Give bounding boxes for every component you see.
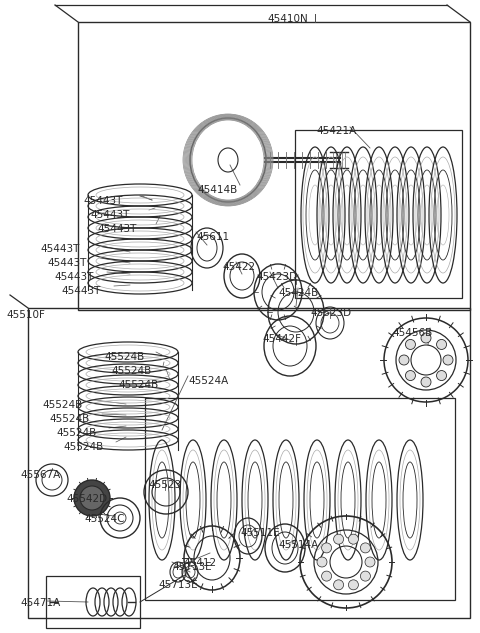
Text: 45443T: 45443T bbox=[54, 272, 94, 282]
Text: 45524B: 45524B bbox=[56, 428, 96, 438]
Text: 45414B: 45414B bbox=[197, 185, 237, 195]
Text: 45443T: 45443T bbox=[61, 286, 100, 296]
Circle shape bbox=[80, 486, 104, 510]
Circle shape bbox=[334, 534, 344, 544]
Text: 45524B: 45524B bbox=[104, 352, 144, 362]
Text: 45510F: 45510F bbox=[6, 310, 45, 320]
Circle shape bbox=[421, 377, 431, 387]
Text: 45542D: 45542D bbox=[66, 494, 107, 504]
Circle shape bbox=[360, 571, 371, 581]
Text: 45412: 45412 bbox=[183, 558, 216, 568]
Text: 45422: 45422 bbox=[222, 262, 255, 272]
Circle shape bbox=[365, 557, 375, 567]
Text: 45443T: 45443T bbox=[47, 258, 86, 268]
Text: 45456B: 45456B bbox=[392, 328, 432, 338]
Circle shape bbox=[348, 580, 359, 590]
Text: 45442F: 45442F bbox=[262, 334, 301, 344]
Circle shape bbox=[334, 580, 344, 590]
Circle shape bbox=[360, 543, 371, 553]
Circle shape bbox=[421, 333, 431, 343]
Circle shape bbox=[406, 339, 416, 349]
Text: 45424B: 45424B bbox=[278, 288, 318, 298]
Circle shape bbox=[74, 480, 110, 516]
Bar bbox=[46, 576, 140, 628]
Text: 45471A: 45471A bbox=[20, 598, 60, 608]
Text: 45523D: 45523D bbox=[310, 308, 351, 318]
Text: 45524B: 45524B bbox=[111, 366, 151, 376]
Text: 45523: 45523 bbox=[148, 480, 181, 490]
Text: 45713E: 45713E bbox=[158, 580, 198, 590]
Text: 45511E: 45511E bbox=[240, 528, 280, 538]
Text: 45524B: 45524B bbox=[42, 400, 82, 410]
Text: 45524B: 45524B bbox=[118, 380, 158, 390]
Text: 45443T: 45443T bbox=[83, 196, 122, 206]
Circle shape bbox=[436, 339, 446, 349]
Text: 45524A: 45524A bbox=[188, 376, 228, 386]
Circle shape bbox=[317, 557, 327, 567]
Text: 45524B: 45524B bbox=[63, 442, 103, 452]
Text: 45423D: 45423D bbox=[256, 272, 297, 282]
Circle shape bbox=[436, 370, 446, 380]
Text: 45443T: 45443T bbox=[90, 210, 130, 220]
Text: 45514A: 45514A bbox=[278, 540, 318, 550]
Text: 45443T: 45443T bbox=[40, 244, 79, 254]
Circle shape bbox=[399, 355, 409, 365]
Circle shape bbox=[443, 355, 453, 365]
Text: 45443T: 45443T bbox=[97, 224, 136, 234]
Bar bbox=[145, 398, 455, 600]
Circle shape bbox=[322, 543, 332, 553]
Text: 45567A: 45567A bbox=[20, 470, 60, 480]
Text: 45421A: 45421A bbox=[316, 126, 356, 136]
Text: 45611: 45611 bbox=[196, 232, 229, 242]
Bar bbox=[78, 22, 470, 310]
Text: 45713E: 45713E bbox=[172, 562, 212, 572]
Text: 45524B: 45524B bbox=[49, 414, 89, 424]
Circle shape bbox=[406, 370, 416, 380]
Bar bbox=[28, 308, 470, 618]
Circle shape bbox=[322, 571, 332, 581]
Text: 45410N: 45410N bbox=[267, 14, 308, 24]
Circle shape bbox=[348, 534, 359, 544]
Bar bbox=[295, 130, 462, 298]
Text: 45524C: 45524C bbox=[84, 514, 124, 524]
